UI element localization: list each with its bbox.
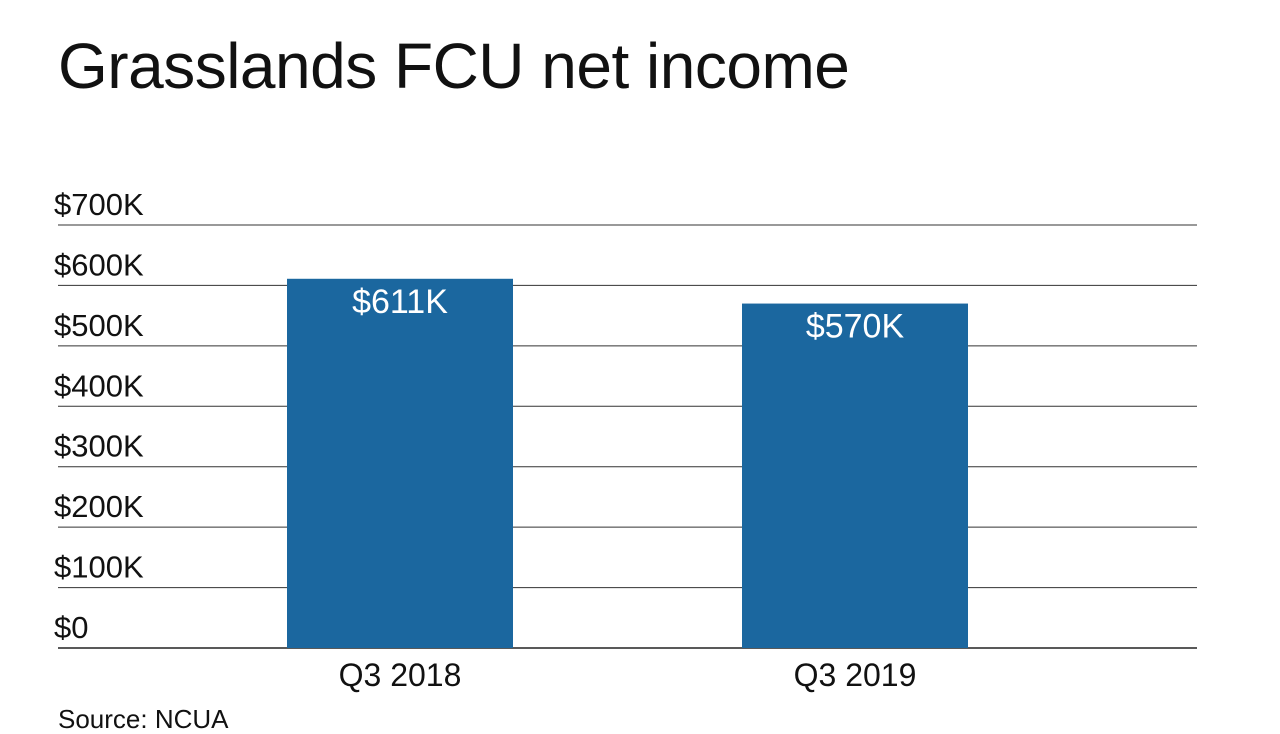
labels: $0 $100K $200K $300K $400K $500K $600K $700K $61… — [54, 187, 916, 693]
bars — [287, 278, 968, 648]
y-tick-label: $200K — [54, 489, 144, 524]
gridlines — [58, 224, 1197, 649]
source-note: Source: NCUA — [58, 704, 229, 734]
chart-title: Grasslands FCU net income — [58, 30, 850, 102]
bar — [287, 278, 513, 648]
y-tick-label: $0 — [54, 610, 88, 645]
y-tick-label: $600K — [54, 247, 144, 282]
x-tick-label: Q3 2019 — [794, 657, 917, 693]
y-tick-label: $400K — [54, 368, 144, 403]
x-tick-label: Q3 2018 — [339, 657, 462, 693]
y-tick-label: $700K — [54, 187, 144, 222]
y-tick-label: $100K — [54, 550, 144, 585]
bar — [742, 303, 968, 648]
y-tick-label: $500K — [54, 308, 144, 343]
data-label: $611K — [352, 283, 448, 321]
y-tick-label: $300K — [54, 429, 144, 464]
data-label: $570K — [806, 308, 905, 346]
